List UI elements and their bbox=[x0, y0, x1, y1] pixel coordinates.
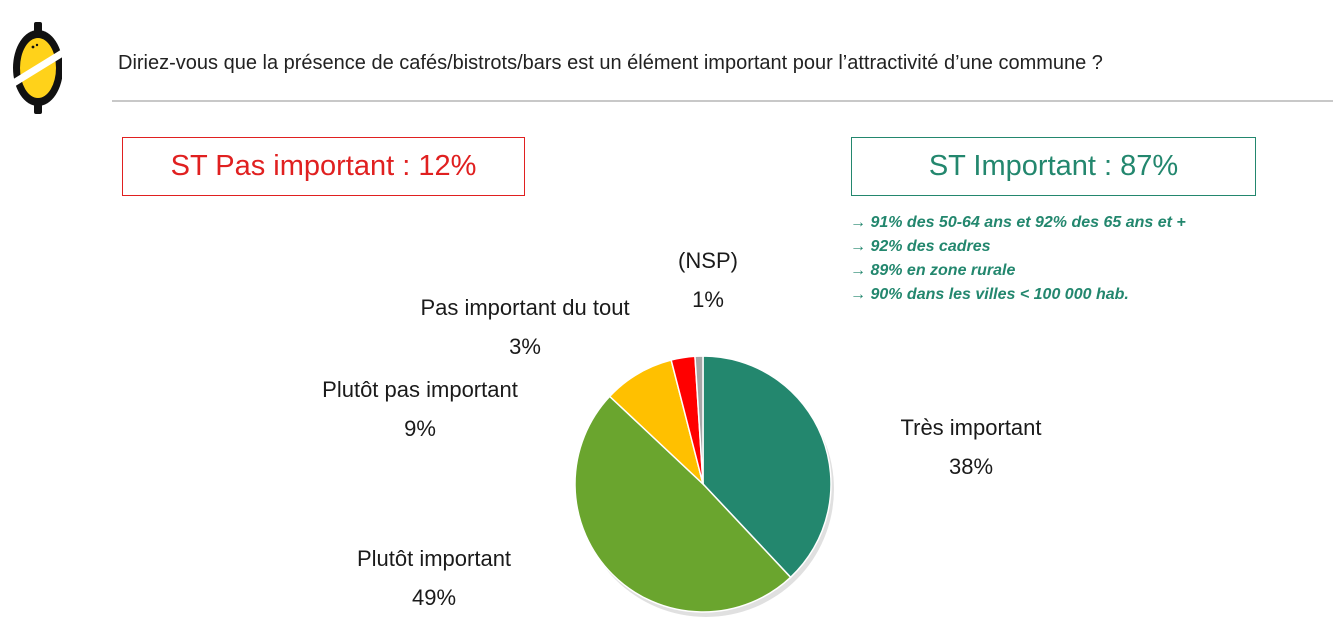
slice-value: 3% bbox=[509, 334, 541, 359]
note-item: → 92% des cadres bbox=[850, 238, 991, 255]
slice-label-pas-important-du-tout: Pas important du tout 3% bbox=[420, 288, 629, 366]
slice-name: Pas important du tout bbox=[420, 295, 630, 320]
note-item: → 89% en zone rurale bbox=[850, 262, 1016, 279]
summary-important-label: ST Important : 87% bbox=[928, 150, 1179, 182]
slice-name: Très important bbox=[900, 415, 1042, 440]
survey-question: Diriez-vous que la présence de cafés/bis… bbox=[118, 52, 1103, 74]
slice-value: 1% bbox=[692, 287, 724, 312]
summary-not-important-label: ST Pas important : 12% bbox=[170, 150, 477, 182]
pie-slice-4 bbox=[694, 355, 704, 485]
pie-slice-1 bbox=[574, 395, 792, 613]
header-divider bbox=[112, 100, 1333, 102]
summary-important-box: ST Important : 87% bbox=[851, 137, 1256, 196]
slice-name: Plutôt important bbox=[356, 546, 512, 571]
slice-name: Plutôt pas important bbox=[322, 377, 518, 402]
pie-slice-0 bbox=[702, 355, 832, 579]
slice-label-tres-important: Très important 38% bbox=[900, 408, 1041, 486]
slice-value: 9% bbox=[404, 416, 436, 441]
lemon-logo-icon bbox=[12, 22, 62, 114]
slice-label-plutot-important: Plutôt important 49% bbox=[357, 539, 511, 617]
important-breakdown-notes: → 91% des 50-64 ans et 92% des 65 ans et… bbox=[850, 211, 1186, 307]
slice-name: (NSP) bbox=[678, 248, 738, 273]
note-item: → 90% dans les villes < 100 000 hab. bbox=[850, 286, 1129, 303]
slice-label-plutot-pas-important: Plutôt pas important 9% bbox=[322, 370, 518, 448]
slice-value: 38% bbox=[948, 454, 994, 479]
note-item: → 91% des 50-64 ans et 92% des 65 ans et… bbox=[850, 214, 1186, 231]
summary-not-important-box: ST Pas important : 12% bbox=[122, 137, 525, 196]
slice-label-nsp: (NSP) 1% bbox=[678, 241, 738, 319]
slice-value: 49% bbox=[411, 585, 457, 610]
